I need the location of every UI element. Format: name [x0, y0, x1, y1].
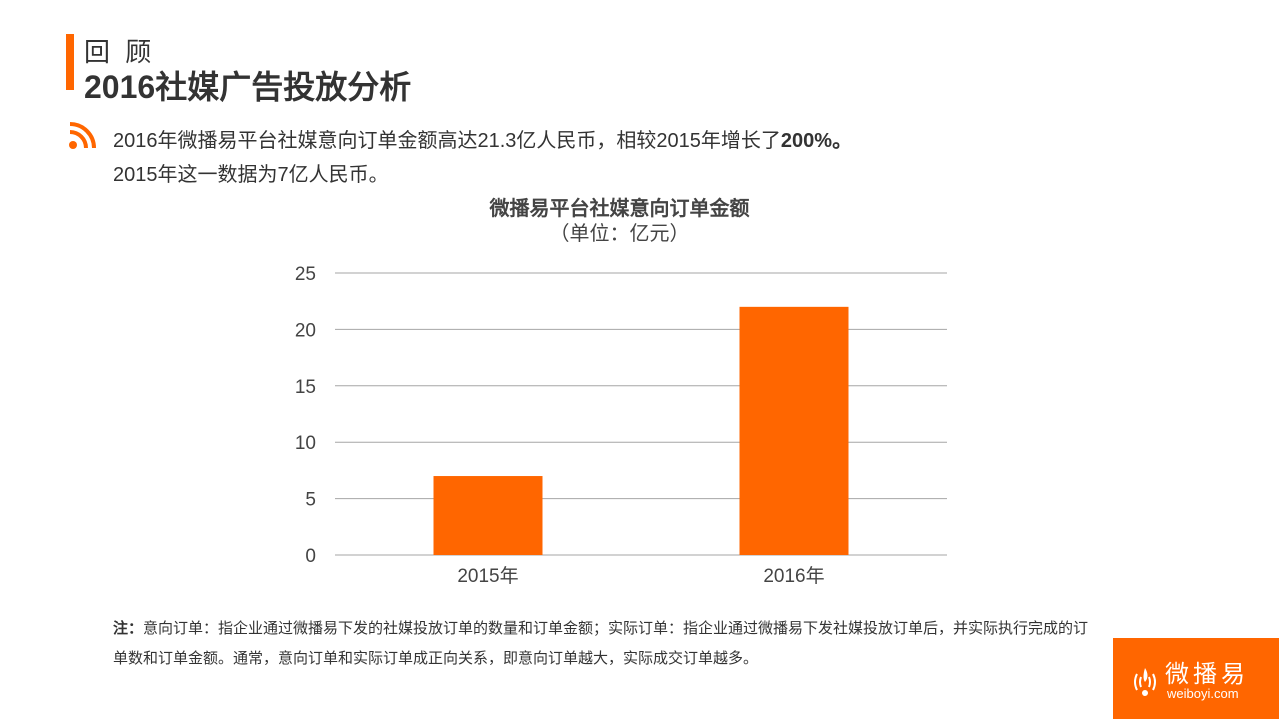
footnote: 注：意向订单：指企业通过微播易下发的社媒投放订单的数量和订单金额；实际订单：指企… — [113, 614, 1093, 674]
page-title: 2016社媒广告投放分析 — [84, 69, 412, 105]
summary-growth-highlight: 200%。 — [780, 130, 853, 152]
y-tick-label: 5 — [305, 490, 316, 511]
chart-subtitle: （单位：亿元） — [549, 223, 690, 245]
title-accent-bar — [66, 34, 74, 90]
summary-line-2: 2015年这一数据为7亿人民币。 — [113, 164, 389, 186]
bar — [739, 306, 849, 555]
summary-line-1-text: 2016年微播易平台社媒意向订单金额高达21.3亿人民币，相较2015年增长了 — [113, 130, 781, 152]
logo-name: 微播易 — [1165, 660, 1249, 688]
y-tick-label: 25 — [295, 264, 316, 285]
x-tick-label: 2015年 — [457, 565, 518, 587]
x-tick-label: 2016年 — [763, 565, 824, 587]
summary-line-1: 2016年微播易平台社媒意向订单金额高达21.3亿人民币，相较2015年增长了2… — [113, 124, 852, 158]
y-tick-label: 15 — [295, 377, 316, 398]
section-label: 回 顾 — [84, 37, 156, 67]
footnote-label: 注： — [113, 620, 144, 637]
speaker-flame-icon — [1134, 668, 1156, 696]
y-tick-label: 10 — [295, 433, 316, 454]
y-tick-label: 20 — [295, 320, 316, 341]
bar — [433, 476, 543, 555]
footnote-text: 意向订单：指企业通过微播易下发的社媒投放订单的数量和订单金额；实际订单：指企业通… — [113, 620, 1089, 667]
y-tick-label: 0 — [305, 546, 316, 567]
summary-text: 2016年微播易平台社媒意向订单金额高达21.3亿人民币，相较2015年增长了2… — [113, 124, 852, 192]
brand-logo: 微播易 weiboyi.com — [1113, 638, 1279, 719]
chart-title: 微播易平台社媒意向订单金额 — [489, 198, 750, 220]
rss-icon — [69, 122, 96, 149]
logo-url: weiboyi.com — [1167, 686, 1239, 701]
